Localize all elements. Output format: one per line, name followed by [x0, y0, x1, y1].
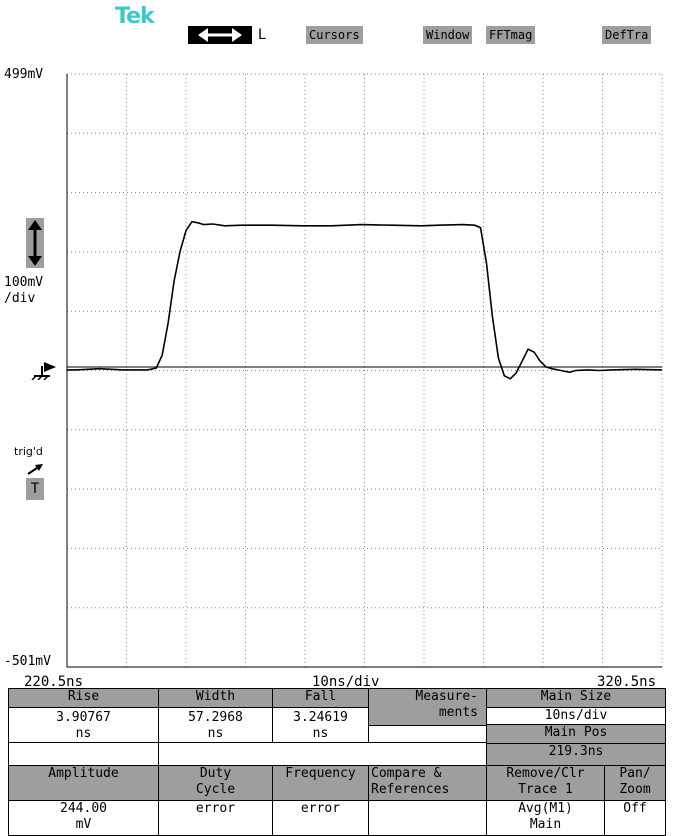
measurements-label-line2: ments [438, 705, 478, 720]
pan-zoom-button[interactable]: Pan/ Zoom [604, 765, 666, 801]
main-pos-value[interactable]: 219.3ns [486, 743, 666, 766]
fall-value-cell: 3.24619 ns [272, 707, 369, 743]
compare-label-line2: References [371, 782, 450, 797]
trigger-button[interactable]: T [26, 478, 44, 500]
blank-cell-1 [8, 742, 159, 766]
panzoom-label-line2: Zoom [619, 782, 651, 797]
x-left-label: 220.5ns [24, 674, 84, 690]
main-size-value[interactable]: 10ns/div [486, 707, 666, 725]
fall-value: 3.24619 [293, 710, 348, 725]
fftmag-button[interactable]: FFTmag [486, 26, 536, 44]
rise-value: 3.90767 [56, 710, 111, 725]
frequency-value: error [272, 800, 369, 836]
remove-clear-button[interactable]: Remove/Clr Trace 1 [486, 765, 605, 801]
scale-unit-label: /div [4, 291, 36, 306]
main-pos-label: Main Pos [486, 724, 666, 744]
compare-references-button[interactable]: Compare & References [368, 765, 487, 801]
waveform-trace [67, 220, 663, 380]
amplitude-value: 244.00 [60, 801, 107, 816]
amplitude-button[interactable]: Amplitude [8, 765, 159, 801]
width-value-cell: 57.2968 ns [158, 707, 273, 743]
duty-label-line1: Duty [199, 766, 232, 781]
trigger-arrow-icon [27, 464, 43, 475]
remove-value-line1: Avg(M1) [518, 801, 573, 816]
waveform-display[interactable] [0, 0, 674, 690]
window-button[interactable]: Window [423, 26, 473, 44]
rise-button[interactable]: Rise [8, 688, 159, 708]
double-arrow-vertical-icon [28, 220, 42, 266]
scale-value-label: 100mV [4, 275, 44, 290]
duty-label-line2: Cycle [195, 782, 236, 797]
ground-marker-icon [31, 362, 56, 380]
remove-value-cell: Avg(M1) Main [486, 800, 605, 836]
amplitude-unit: mV [75, 817, 92, 832]
top-voltage-label: 499mV [4, 67, 44, 82]
width-value: 57.2968 [188, 710, 243, 725]
rise-unit: ns [75, 726, 92, 741]
measurements-blank-cell [368, 725, 487, 743]
graticule [67, 73, 663, 667]
vertical-adjust-button[interactable] [26, 218, 44, 268]
width-unit: ns [207, 726, 224, 741]
remove-label-line1: Remove/Clr [506, 766, 585, 781]
cursor-letter: L [258, 27, 266, 43]
amplitude-value-cell: 244.00 mV [8, 800, 159, 836]
rise-value-cell: 3.90767 ns [8, 707, 159, 743]
remove-label-line2: Trace 1 [518, 782, 573, 797]
tek-logo: Tek [115, 4, 155, 29]
main-size-label: Main Size [486, 688, 666, 708]
fall-unit: ns [312, 726, 329, 741]
deftra-button[interactable]: DefTra [602, 26, 652, 44]
frequency-button[interactable]: Frequency [272, 765, 369, 801]
compare-label-line1: Compare & [371, 766, 442, 781]
x-right-label: 320.5ns [597, 674, 657, 690]
bottom-voltage-label: -501mV [4, 654, 51, 669]
panzoom-label-line1: Pan/ [619, 766, 651, 781]
double-arrow-horizontal-icon [198, 28, 242, 42]
measurements-label-line1: Measure- [415, 689, 478, 704]
x-scale-label: 10ns/div [312, 674, 380, 690]
remove-value-line2: Main [529, 817, 562, 832]
trigger-letter: T [30, 481, 40, 497]
width-button[interactable]: Width [158, 688, 273, 708]
duty-cycle-button[interactable]: Duty Cycle [158, 765, 273, 801]
cursor-mode-button[interactable] [188, 26, 252, 44]
trigger-status-label: trig'd [14, 445, 43, 458]
panzoom-value: Off [604, 800, 666, 836]
measurement-panel: Rise Width Fall Measure- ments Main Size… [8, 688, 666, 836]
cursors-button[interactable]: Cursors [306, 26, 363, 44]
fall-button[interactable]: Fall [272, 688, 369, 708]
duty-value: error [158, 800, 273, 836]
compare-blank-cell [368, 800, 487, 836]
measurements-button[interactable]: Measure- ments [368, 688, 487, 726]
